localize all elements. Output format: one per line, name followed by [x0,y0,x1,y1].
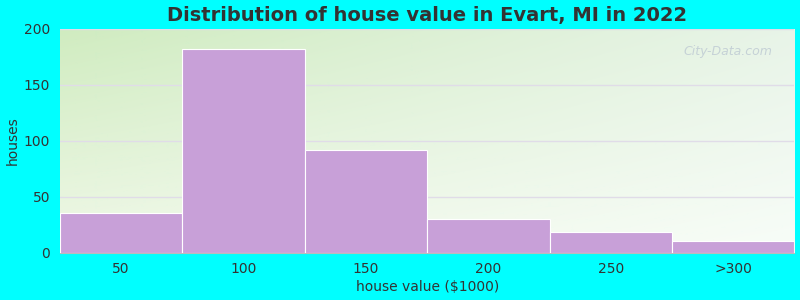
Bar [182,49,305,253]
Bar [305,150,427,253]
Bar [550,232,672,253]
Title: Distribution of house value in Evart, MI in 2022: Distribution of house value in Evart, MI… [167,6,687,25]
Bar [427,219,550,253]
Text: City-Data.com: City-Data.com [683,44,773,58]
Bar [672,242,794,253]
Y-axis label: houses: houses [6,116,19,165]
Bar [60,213,182,253]
X-axis label: house value ($1000): house value ($1000) [355,280,498,294]
